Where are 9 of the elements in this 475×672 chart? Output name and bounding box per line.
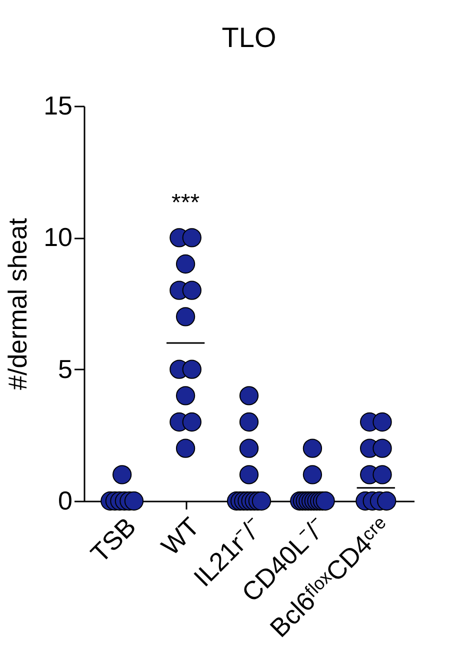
y-tick-label: 15 [44,90,72,120]
y-tick-label: 10 [44,222,72,252]
y-tick-label: 5 [58,354,72,384]
chart-title: TLO [222,22,276,53]
x-tick-label: WT [155,511,206,562]
y-axis-title: #/dermal sheat [2,217,33,390]
annotation: *** [172,190,200,217]
y-tick-label: 0 [58,486,72,516]
x-tick-label: TSB [84,511,142,568]
